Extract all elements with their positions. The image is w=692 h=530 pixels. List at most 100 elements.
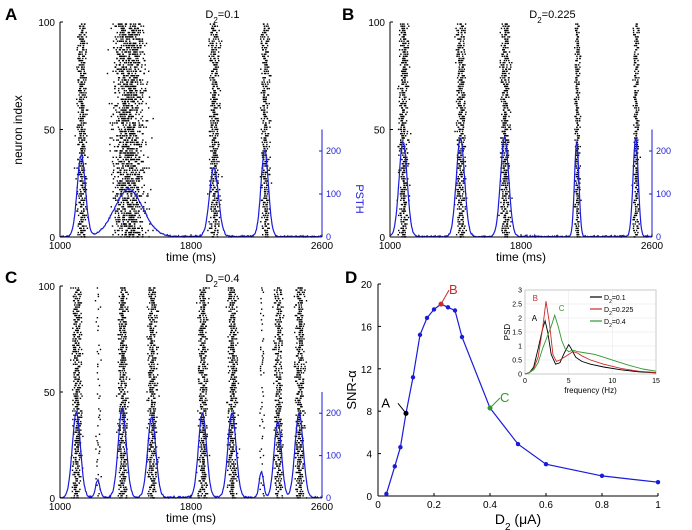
spike-dot (129, 51, 132, 53)
spike-dot (141, 96, 144, 98)
spike-dot (462, 64, 465, 66)
spike-dot (79, 152, 81, 154)
spike-dot (405, 59, 407, 62)
spike-dot (404, 167, 406, 169)
spike-dot (403, 36, 405, 38)
spike-dot (264, 115, 267, 118)
spike-dot (74, 476, 76, 478)
spike-dot (212, 38, 215, 40)
spike-dot (505, 59, 508, 62)
spike-dot (83, 225, 85, 227)
spike-dot (80, 120, 82, 122)
spike-dot (123, 31, 125, 34)
spike-dot (84, 176, 86, 178)
spike-dot (77, 57, 79, 60)
spike-dot (502, 25, 504, 27)
spike-dot (460, 77, 462, 79)
spike-dot (128, 59, 130, 62)
spike-dot (136, 158, 138, 161)
spike-dot (263, 111, 265, 113)
spike-dot (138, 96, 140, 98)
spike-dot (137, 107, 139, 109)
spike-dot (211, 31, 213, 34)
spike-dot (262, 31, 264, 34)
spike-dot (635, 66, 637, 68)
spike-dot (131, 173, 134, 176)
spike-dot (401, 83, 403, 85)
spike-dot (134, 199, 136, 201)
spike-dot (577, 40, 579, 42)
spike-dot (71, 490, 74, 493)
spike-dot (120, 98, 122, 100)
spike-dot (129, 210, 132, 212)
spike-dot (637, 36, 639, 38)
spike-dot (130, 130, 132, 133)
spike-dot (134, 72, 137, 75)
spike-dot (124, 169, 126, 171)
spike-dot (216, 68, 218, 70)
spike-dot (503, 199, 505, 201)
spike-dot (505, 113, 508, 116)
spike-dot (217, 38, 220, 40)
spike-dot (264, 111, 266, 113)
spike-dot (75, 467, 77, 469)
spike-dot (398, 214, 400, 217)
spike-dot (136, 49, 139, 51)
spike-dot (213, 85, 215, 88)
spike-dot (125, 231, 127, 234)
spike-dot (78, 130, 81, 133)
spike-dot (139, 221, 141, 223)
spike-dot (217, 229, 219, 232)
spike-dot (136, 90, 138, 92)
spike-dot (402, 231, 404, 234)
spike-dot (264, 53, 266, 55)
spike-dot (122, 109, 125, 111)
spike-dot (401, 203, 403, 206)
spike-dot (113, 145, 116, 148)
spike-dot (211, 210, 213, 212)
spike-dot (575, 81, 578, 83)
spike-dot (131, 201, 133, 204)
spike-dot (211, 167, 213, 169)
spike-dot (127, 72, 129, 75)
spike-dot (637, 90, 639, 92)
spike-dot (504, 180, 506, 182)
spike-dot (84, 77, 86, 79)
spike-dot (399, 55, 401, 57)
spike-dot (502, 156, 504, 158)
spike-dot (634, 75, 636, 77)
spike-dot (121, 150, 123, 152)
spike-dot (404, 160, 406, 163)
spike-dot (212, 201, 214, 204)
spike-dot (137, 163, 139, 165)
spike-dot (403, 27, 406, 30)
spike-dot (265, 225, 268, 227)
spike-dot (501, 143, 503, 146)
spike-dot (75, 486, 78, 488)
spike-dot (136, 96, 139, 98)
spike-dot (506, 85, 509, 88)
spike-dot (129, 66, 132, 68)
spike-dot (634, 148, 636, 150)
spike-dot (264, 188, 266, 191)
spike-dot (261, 133, 263, 135)
spike-dot (506, 223, 508, 225)
spike-dot (81, 109, 83, 111)
spike-dot (83, 90, 86, 92)
spike-dot (78, 476, 80, 478)
spike-dot (266, 184, 268, 186)
spike-dot (266, 87, 269, 90)
spike-dot (501, 126, 503, 128)
spike-dot (458, 53, 460, 55)
spike-dot (266, 212, 268, 214)
spike-dot (140, 208, 142, 210)
spike-dot (208, 130, 211, 133)
spike-dot (112, 128, 114, 131)
spike-dot (131, 193, 133, 195)
spike-dot (401, 70, 403, 72)
spike-dot (127, 79, 130, 81)
spike-dot (635, 210, 637, 212)
spike-dot (461, 219, 464, 221)
spike-dot (462, 81, 464, 83)
spike-dot (127, 191, 129, 193)
